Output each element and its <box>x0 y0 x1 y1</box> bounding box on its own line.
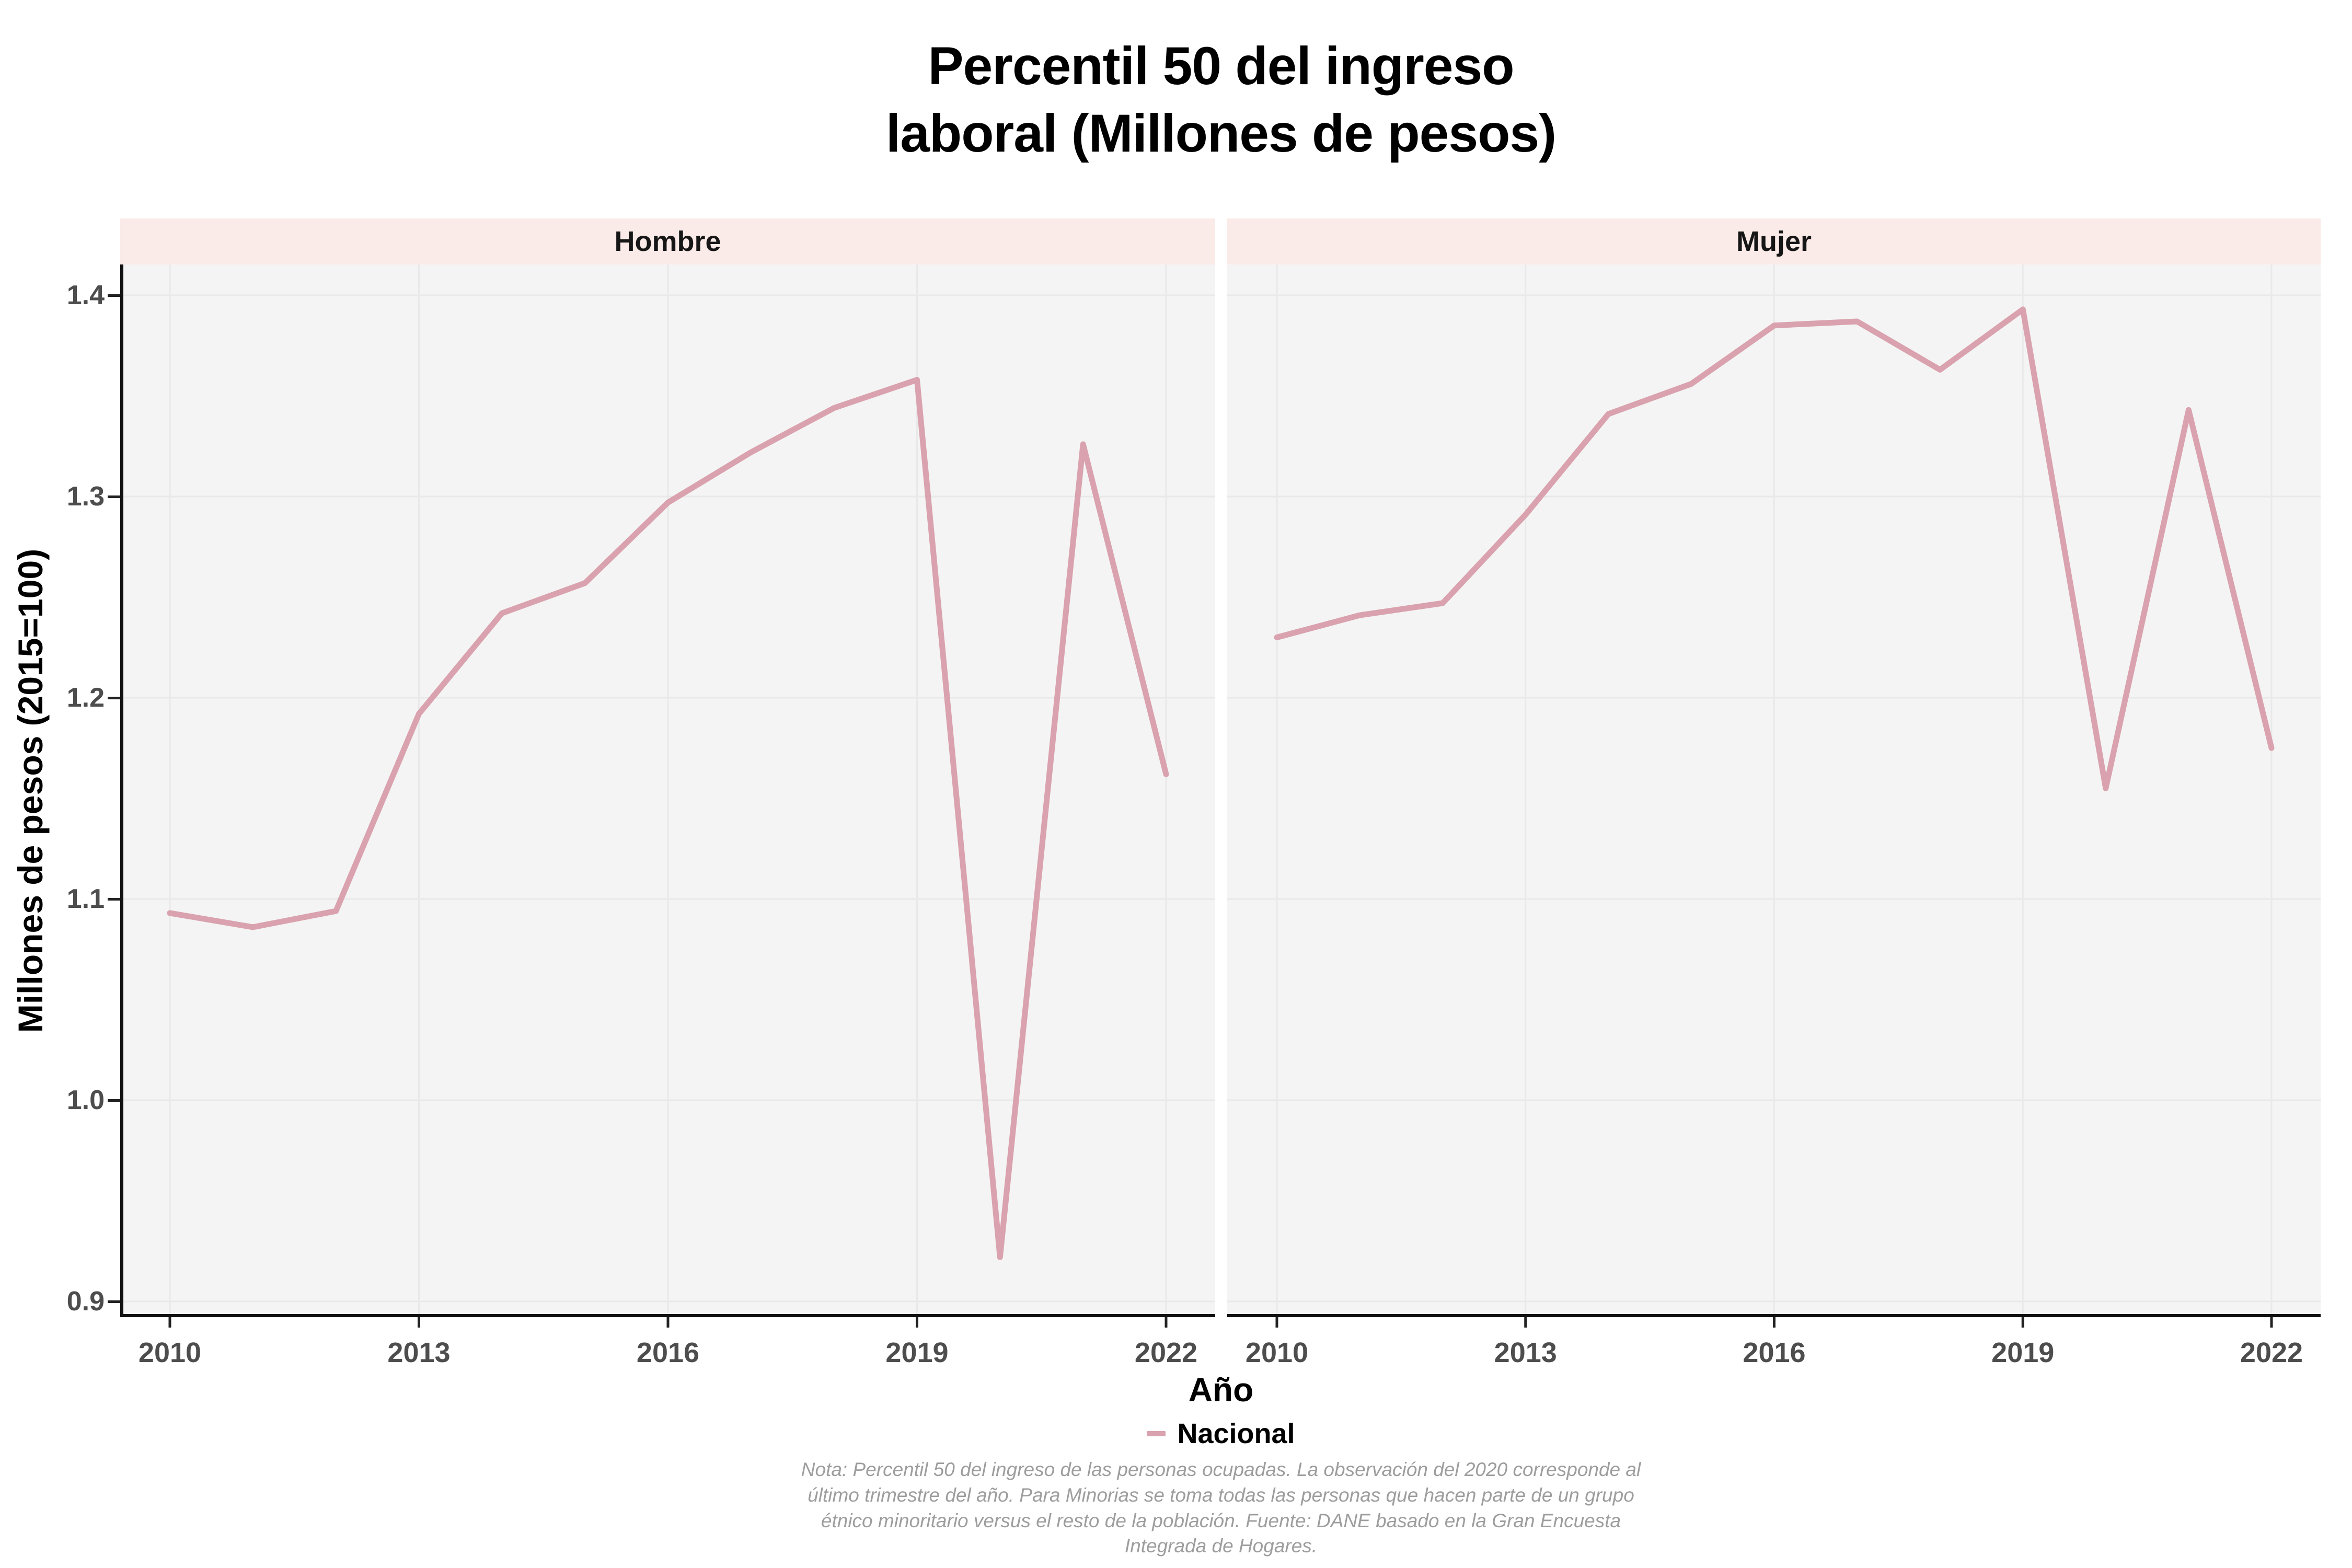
facet-panel-mujer: Mujer 2010 2013 2016 2019 2022 <box>1227 218 2321 1369</box>
y-tick-mark <box>108 495 120 498</box>
x-tick-label: 2019 <box>1991 1337 2054 1368</box>
x-tick-label: 2013 <box>1494 1337 1557 1368</box>
y-tick-mark <box>108 294 120 297</box>
facet-panel-hombre: Hombre 2010 2013 2016 2019 2022 <box>120 218 1215 1369</box>
x-tick-label: 2013 <box>387 1337 450 1368</box>
y-tick-mark <box>108 696 120 699</box>
facet-strip-hombre: Hombre <box>120 218 1215 264</box>
y-tick-label: 1.3 <box>66 481 105 512</box>
plot-area-hombre: 2010 2013 2016 2019 2022 <box>120 264 1215 1368</box>
y-tick-label: 0.9 <box>66 1286 105 1317</box>
y-tick-label: 1.4 <box>66 280 105 310</box>
y-tick-label: 1.0 <box>66 1085 105 1115</box>
x-tick-label: 2016 <box>637 1337 699 1368</box>
x-tick-label: 2010 <box>139 1337 201 1368</box>
x-axis-title: Año <box>1188 1371 1254 1409</box>
facet-strip-label: Mujer <box>1736 226 1812 257</box>
x-tick-label: 2019 <box>885 1337 948 1368</box>
facet-panels: Hombre 2010 2013 2016 2019 2022 Mujer 2010 20… <box>120 218 2321 1369</box>
line-nacional-hombre <box>167 377 1169 1260</box>
y-axis-tick-labels: 1.4 1.3 1.2 1.1 1.0 0.9 <box>0 264 120 1317</box>
chart-title: Percentil 50 del ingreso laboral (Millon… <box>885 36 1557 163</box>
x-tick-label: 2022 <box>2240 1337 2303 1368</box>
x-tick-label: 2010 <box>1246 1337 1308 1368</box>
plot-area-mujer: 2010 2013 2016 2019 2022 <box>1227 264 2321 1368</box>
y-tick-label: 1.2 <box>66 683 105 713</box>
y-tick-mark <box>108 1300 120 1303</box>
footnote: Nota: Percentil 50 del ingreso de las pe… <box>801 1459 1641 1557</box>
x-tick-label: 2022 <box>1135 1337 1197 1368</box>
line-nacional-mujer <box>1274 306 2275 791</box>
legend-label: Nacional <box>1177 1418 1295 1449</box>
facet-strip-mujer: Mujer <box>1227 218 2321 264</box>
legend-key-line-icon <box>1147 1431 1166 1436</box>
y-tick-mark <box>108 897 120 901</box>
x-tick-label: 2016 <box>1743 1337 1805 1368</box>
legend: Nacional <box>120 1417 2322 1450</box>
y-tick-label: 1.1 <box>66 884 105 914</box>
y-tick-mark <box>108 1099 120 1102</box>
facet-strip-label: Hombre <box>614 226 721 257</box>
